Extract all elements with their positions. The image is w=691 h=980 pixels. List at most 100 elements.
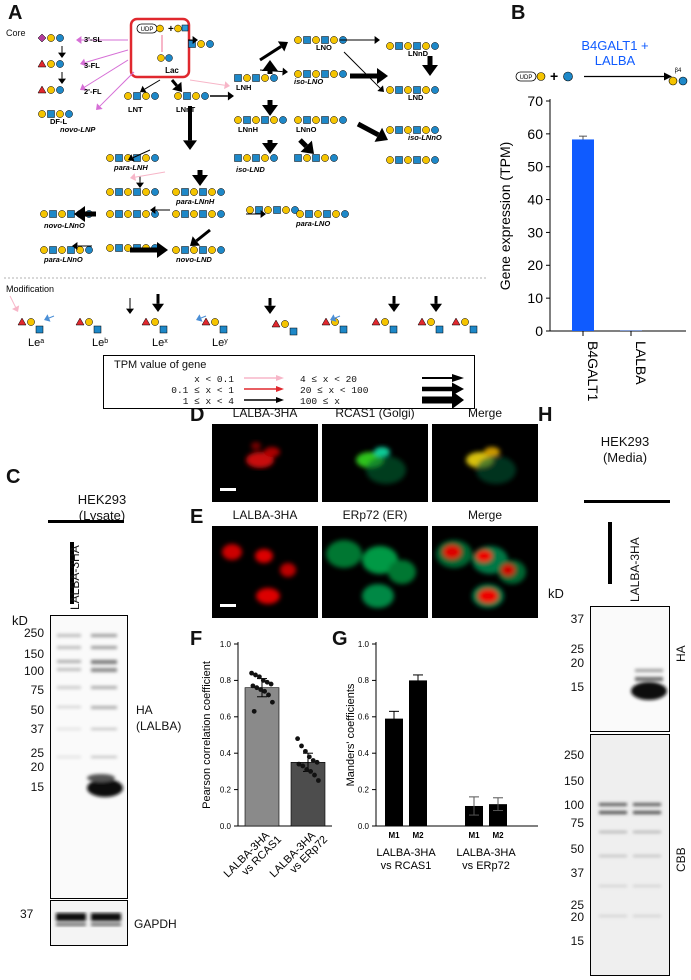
structure-label: novo-LNP (60, 125, 96, 134)
e-image-lalba (212, 526, 318, 618)
chart-b-y-tick-label: 60 (527, 126, 543, 142)
h-cbb-mw-marker: 20 (540, 910, 584, 924)
structure-label: novo-LND (176, 255, 212, 264)
chart-f-point (300, 764, 305, 769)
lewis-antigen-label: Ley (212, 337, 228, 349)
panel-h-title: HEK293 (Media) (570, 434, 680, 466)
chart-g-group-label: vs ERp72 (462, 860, 510, 872)
mw-marker: 25 (4, 746, 44, 760)
chart-g-y-tick-label: 1.0 (358, 640, 370, 649)
chart-g-y-tick-label: 0.2 (358, 785, 370, 794)
structure-label: 3'-SL (84, 35, 102, 44)
chart-b-y-tick-label: 10 (527, 290, 543, 306)
h-cbb-mw-marker: 50 (540, 842, 584, 856)
h-cbb-mw-marker: 150 (540, 774, 584, 788)
chart-g-x-tick-label: M1 (468, 831, 480, 840)
mw-marker: 50 (4, 703, 44, 717)
reaction-udp-label: UDP (520, 75, 533, 81)
mw-marker: 75 (4, 683, 44, 697)
chart-f-bar (245, 688, 279, 826)
chart-g-group-label: LALBA-3HA (456, 847, 516, 859)
h-cbb-label: CBB (674, 847, 688, 872)
chart-g-y-tick-label: 0.0 (358, 822, 370, 831)
gapdh-blot-bands (51, 901, 127, 945)
chart-g-bar (409, 680, 427, 826)
lewis-antigen-label: Lex (152, 337, 168, 349)
structure-label: LNnD (408, 49, 429, 58)
panel-h-title-underline (584, 500, 670, 503)
d-image-lalba (212, 424, 318, 502)
modification-label: Modification (6, 284, 54, 294)
chart-f-point (257, 674, 262, 679)
lane-label: LALBA-3HA (68, 510, 82, 610)
chart-g-y-tick-label: 0.8 (358, 676, 370, 685)
structure-label: para-LNO (295, 219, 330, 228)
gapdh-marker: 37 (20, 907, 33, 921)
ha-blot-bands (51, 616, 127, 898)
lewis-antigen-label: Lea (28, 337, 44, 349)
h-cbb-mw-marker: 15 (540, 934, 584, 948)
lac-label: Lac (165, 66, 179, 75)
d-label-1: LALBA-3HA (212, 406, 318, 420)
e-label-2: ERp72 (ER) (322, 508, 428, 522)
gapdh-label: GAPDH (134, 917, 177, 931)
mw-marker: 100 (4, 664, 44, 678)
h-ha-blot-bands (591, 607, 669, 731)
e-image-merge-signal (432, 526, 538, 618)
structure-label: para-LNH (113, 163, 148, 172)
chart-f-point (269, 682, 274, 687)
mw-marker: 15 (4, 780, 44, 794)
udp-label: UDP (141, 27, 154, 33)
chart-g-x-tick-label: M1 (388, 831, 400, 840)
chart-g-group-label: vs RCAS1 (381, 860, 432, 872)
structure-label: iso-LND (236, 165, 265, 174)
chart-f-y-tick-label: 0.2 (220, 785, 232, 794)
chart-f-point (252, 709, 257, 714)
h-ha-mw-marker: 20 (540, 656, 584, 670)
structure-label: para-LNnO (43, 255, 83, 264)
mw-marker: 250 (4, 626, 44, 640)
structure-label: 2'-FL (84, 87, 102, 96)
chart-g-bar (385, 719, 403, 826)
mw-marker: 150 (4, 647, 44, 661)
e-label-1: LALBA-3HA (212, 508, 318, 522)
structure-label: novo-LNnO (44, 221, 85, 230)
structure-label: LNnH (238, 125, 258, 134)
h-cbb-gel-bands (591, 735, 669, 975)
structure-label: LNT (128, 105, 143, 114)
panel-e: LALBA-3HA ERp72 (ER) Merge (212, 506, 542, 626)
chart-g-x-tick-label: M2 (412, 831, 424, 840)
h-cbb-mw-marker: 100 (540, 798, 584, 812)
chart-g-y-tick-label: 0.6 (358, 713, 370, 722)
reaction-linkage: β4 (675, 68, 682, 74)
chart-b-y-tick-label: 0 (535, 323, 543, 339)
legend-arrows (104, 356, 474, 408)
h-ha-mw-marker: 25 (540, 642, 584, 656)
d-image-rcas1-signal (322, 424, 428, 502)
d-label-2: RCAS1 (Golgi) (322, 406, 428, 420)
e-image-merge (432, 526, 538, 618)
chart-g-x-tick-label: M2 (492, 831, 504, 840)
h-ha-mw-marker: 15 (540, 680, 584, 694)
chart-b-y-tick-label: 40 (527, 191, 543, 207)
chart-g-ylabel: Manders' coefficients (345, 683, 357, 786)
panel-c-title-underline (48, 520, 124, 523)
structure-label: iso-LNO (294, 77, 323, 86)
lewis-antigen-label: Leb (92, 337, 108, 349)
svg-text:+: + (550, 68, 558, 84)
gapdh-blot-image (50, 900, 128, 946)
h-lane-label: LALBA-3HA (628, 502, 642, 602)
chart-f-y-tick-label: 0.8 (220, 676, 232, 685)
h-cbb-mw-marker: 37 (540, 866, 584, 880)
chart-f-y-tick-label: 0.4 (220, 749, 232, 758)
structure-label: LNH (236, 83, 251, 92)
chart-f-point (303, 749, 308, 754)
chart-b-x-tick-label: B4GALT1 (585, 341, 601, 402)
d-image-rcas1 (322, 424, 428, 502)
h-kd-label: kD (548, 586, 564, 601)
